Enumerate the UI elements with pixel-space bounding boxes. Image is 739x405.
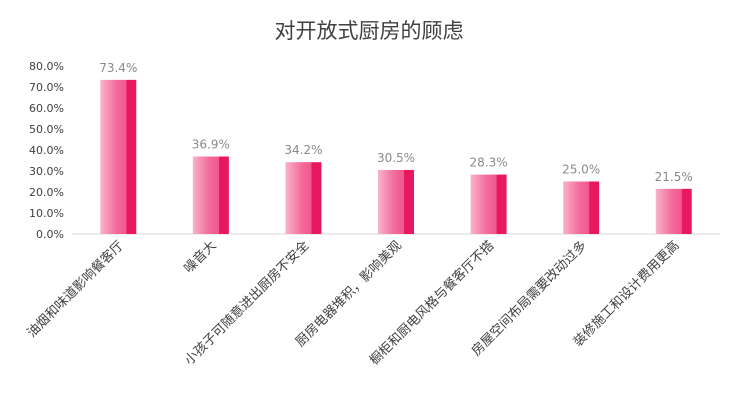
y-tick-label: 20.0%	[29, 186, 64, 199]
y-axis: 0.0% 10.0% 20.0% 30.0% 40.0% 50.0% 60.0% 70.0% 8…	[29, 60, 720, 241]
bar	[192, 156, 229, 234]
bar	[655, 188, 692, 234]
data-label: 21.5%	[655, 170, 693, 184]
bar	[470, 174, 507, 234]
y-tick-label: 50.0%	[29, 123, 64, 136]
y-tick-label: 60.0%	[29, 102, 64, 115]
x-axis: 油烟和味道影响餐客厅 噪音大小孩子可随意进出厨房不安全厨房电器堆积，影响美观橱柜和…	[24, 238, 683, 369]
y-tick-label: 30.0%	[29, 165, 64, 178]
data-label: 73.4%	[99, 61, 137, 75]
x-tick-label: 油烟和味道影响餐客厅	[24, 238, 127, 341]
x-tick-label: 装修施工和设计费用更高	[570, 238, 682, 350]
x-tick-label: 厨房电器堆积，影响美观	[292, 238, 404, 350]
bar	[285, 162, 322, 234]
bar	[378, 169, 414, 234]
bars-group: 73.4% 36.9% 34.2% 30.5% 28.3% 25.0% 21.5%	[99, 61, 693, 234]
chart-title: 对开放式厨房的顾虑	[275, 19, 464, 43]
x-tick-label: 噪音大	[181, 238, 220, 277]
data-label: 30.5%	[377, 151, 415, 165]
data-label: 28.3%	[470, 156, 508, 170]
y-tick-label: 10.0%	[29, 207, 64, 220]
bar	[563, 181, 600, 234]
y-tick-label: 40.0%	[29, 144, 64, 157]
y-tick-label: 80.0%	[29, 60, 64, 73]
bar	[100, 79, 137, 234]
data-label: 25.0%	[562, 163, 600, 177]
y-tick-label: 0.0%	[36, 228, 64, 241]
y-tick-label: 70.0%	[29, 81, 64, 94]
data-label: 34.2%	[284, 143, 322, 157]
data-label: 36.9%	[192, 138, 230, 152]
